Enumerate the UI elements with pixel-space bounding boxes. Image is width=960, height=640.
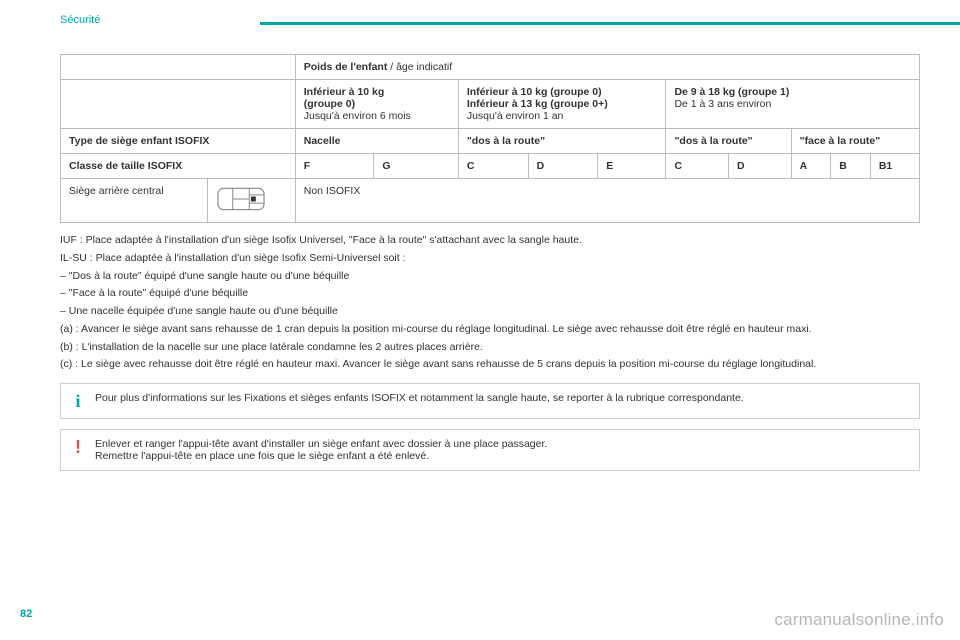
info-icon: i (71, 392, 85, 410)
row-seat-type-label: Type de siège enfant ISOFIX (61, 129, 296, 154)
watermark: carmanualsonline.info (774, 610, 944, 630)
b-text: L'installation de la nacelle sur une pla… (79, 341, 483, 353)
ilsu-t2: emi- (316, 252, 336, 264)
size-C2: C (666, 154, 729, 179)
caption-rest: / âge indicatif (387, 61, 452, 73)
size-B1: B1 (870, 154, 919, 179)
iuf-b2: U (299, 234, 307, 246)
page-number: 82 (20, 608, 32, 620)
weight-group-2: Inférieur à 10 kg (groupe 0) Inférieur à… (458, 80, 666, 129)
info-pre: Pour plus d'informations sur les (95, 392, 244, 404)
c-text: Le siège avec rehausse doit être réglé e… (78, 358, 816, 370)
info-bold: Fixations et sièges enfants ISOFIX (244, 392, 406, 404)
notes-block: IUF : Place adaptée à l'installation d'u… (60, 233, 920, 373)
note-c: (c) : Le siège avec rehausse doit être r… (60, 357, 920, 373)
iuf-t3: ace à la route" s'attachant avec la sang… (359, 234, 582, 246)
wg2-l1: Inférieur à 10 kg (groupe 0) (467, 86, 602, 98)
info-post: et notamment la sangle haute, se reporte… (406, 392, 744, 404)
blank-cell (61, 80, 296, 129)
iuf-label: IUF : (60, 234, 83, 246)
seat-type-dos2: "dos à la route" (666, 129, 791, 154)
seat-type-nacelle: Nacelle (295, 129, 458, 154)
size-F: F (295, 154, 374, 179)
warn-text: Enlever et ranger l'appui-tête avant d'i… (95, 438, 547, 462)
size-A: A (791, 154, 831, 179)
weight-group-1: Inférieur à 10 kg (groupe 0) Jusqu'à env… (295, 80, 458, 129)
wg3-l1: De 9 à 18 kg (groupe 1) (674, 86, 789, 98)
blank-cell (61, 55, 296, 80)
size-C: C (458, 154, 528, 179)
wg2-l3: Jusqu'à environ 1 an (467, 110, 564, 122)
info-text: Pour plus d'informations sur les Fixatio… (95, 392, 744, 404)
a-text: Avancer le siège avant sans rehausse de … (79, 323, 812, 335)
size-D: D (528, 154, 598, 179)
car-icon-cell (207, 179, 295, 223)
ilsu-t3: niversel soit : (344, 252, 405, 264)
bullet-3: – Une nacelle équipée d'une sangle haute… (60, 304, 920, 320)
warn-line2: Remettre l'appui-tête en place une fois … (95, 450, 547, 462)
size-B: B (831, 154, 871, 179)
ilsu-label: IL-SU : (60, 252, 93, 264)
b-label: (b) : (60, 341, 79, 353)
iuf-t2: niversel, " (307, 234, 353, 246)
ilsu-t1: sofix (285, 252, 310, 264)
weight-group-3: De 9 à 18 kg (groupe 1) De 1 à 3 ans env… (666, 80, 920, 129)
wg1-l1: Inférieur à 10 kg (304, 86, 385, 98)
wg1-l2: (groupe 0) (304, 98, 355, 110)
car-seat-icon (216, 185, 266, 213)
warn-line1: Enlever et ranger l'appui-tête avant d'i… (95, 438, 547, 450)
note-a: (a) : Avancer le siège avant sans rehaus… (60, 322, 920, 338)
caption-cell: Poids de l'enfant / âge indicatif (295, 55, 919, 80)
header-rule (260, 22, 960, 25)
bullet-2: – "Face à la route" équipé d'une béquill… (60, 286, 920, 302)
iuf-t1: sofix (275, 234, 300, 246)
note-b: (b) : L'installation de la nacelle sur u… (60, 340, 920, 356)
wg3-l2: De 1 à 3 ans environ (674, 98, 771, 110)
wg2-l2: Inférieur à 13 kg (groupe 0+) (467, 98, 608, 110)
note-iuf: IUF : Place adaptée à l'installation d'u… (60, 233, 920, 249)
warn-icon: ! (71, 438, 85, 456)
rear-center-value: Non ISOFIX (295, 179, 919, 223)
info-callout: i Pour plus d'informations sur les Fixat… (60, 383, 920, 419)
ilsu-t0: Place adaptée à l'installation d'un sièg… (93, 252, 282, 264)
iuf-t0: Place adaptée à l'installation d'un sièg… (83, 234, 272, 246)
warn-callout: ! Enlever et ranger l'appui-tête avant d… (60, 429, 920, 471)
caption-bold: Poids de l'enfant (304, 61, 388, 73)
size-D2: D (729, 154, 792, 179)
isofix-table: Poids de l'enfant / âge indicatif Inféri… (60, 54, 920, 223)
c-label: (c) : (60, 358, 78, 370)
seat-type-dos1: "dos à la route" (458, 129, 666, 154)
wg1-l3: Jusqu'à environ 6 mois (304, 110, 411, 122)
size-E: E (598, 154, 666, 179)
note-ilsu: IL-SU : Place adaptée à l'installation d… (60, 251, 920, 267)
row-size-label: Classe de taille ISOFIX (61, 154, 296, 179)
seat-type-face: "face à la route" (791, 129, 919, 154)
bullet-1: – "Dos à la route" équipé d'une sangle h… (60, 269, 920, 285)
a-label: (a) : (60, 323, 79, 335)
row-rear-center-label: Siège arrière central (61, 179, 208, 223)
size-G: G (374, 154, 458, 179)
